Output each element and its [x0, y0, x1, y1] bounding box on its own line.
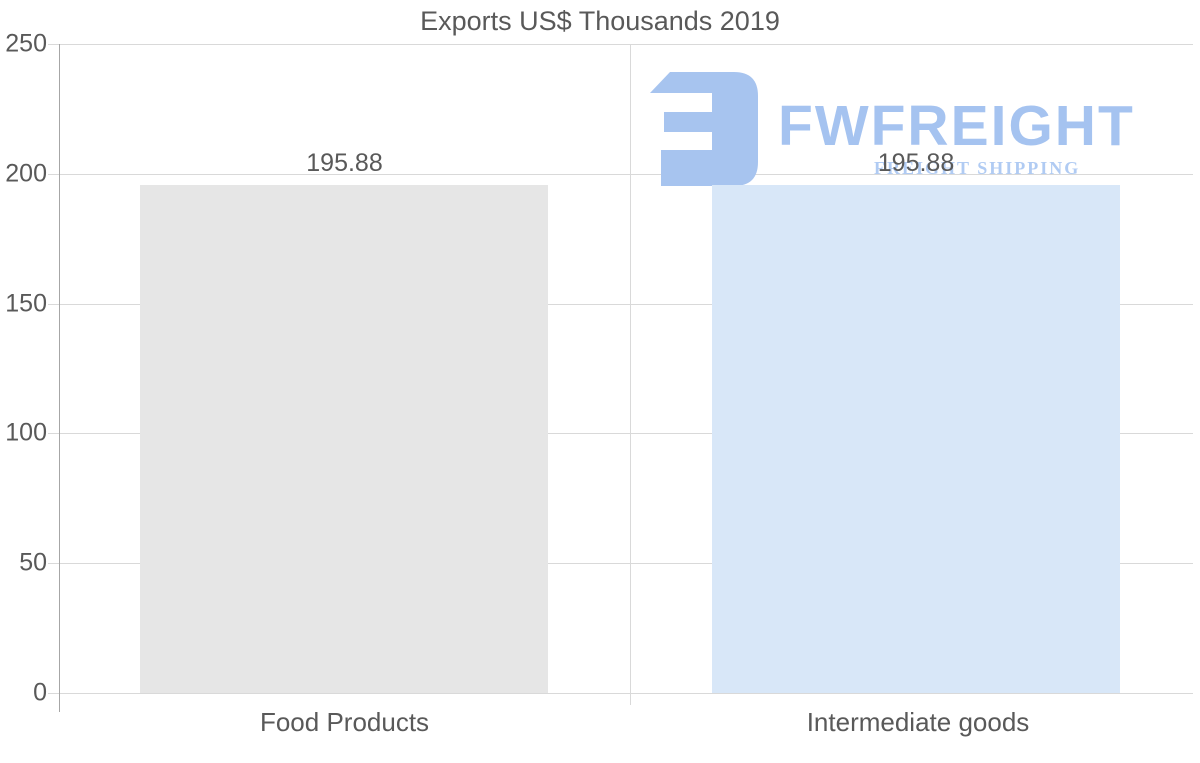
value-label-2: 195.88 — [877, 148, 955, 177]
y-tick-label-150: 150 — [5, 289, 47, 318]
gridline-y-0 — [48, 693, 1193, 694]
value-label-1: 195.88 — [306, 148, 383, 177]
logo-subtitle: FREIGHT SHIPPING — [874, 158, 1081, 178]
gridline-y-150 — [48, 303, 1193, 305]
bar-food-products[interactable] — [140, 184, 548, 693]
fwfreight-watermark: FWFREIGHT FREIGHT SHIPPING — [648, 72, 1153, 186]
y-axis-line — [59, 44, 60, 712]
gridline-y-250 — [48, 44, 1193, 45]
chart-title: Exports US$ Thousands 2019 — [420, 6, 780, 36]
x-axis-label-1: Food Products — [259, 707, 430, 737]
x-axis-label-2: Intermediate goods — [806, 707, 1030, 737]
gridline-y-50 — [48, 563, 1193, 565]
y-tick-label-0: 0 — [33, 678, 47, 707]
gridline-y-200 — [48, 173, 1193, 175]
y-tick-label-200: 200 — [5, 159, 47, 188]
logo-wordmark: FWFREIGHT — [778, 94, 1135, 158]
y-tick-label-250: 250 — [5, 29, 47, 58]
y-tick-label-50: 50 — [19, 548, 47, 577]
gridline-y-100 — [48, 433, 1193, 435]
fwfreight-logo-icon — [650, 72, 758, 186]
bar-intermediate-goods[interactable] — [712, 184, 1120, 693]
y-tick-label-100: 100 — [5, 418, 47, 447]
category-separator-line — [630, 44, 631, 705]
